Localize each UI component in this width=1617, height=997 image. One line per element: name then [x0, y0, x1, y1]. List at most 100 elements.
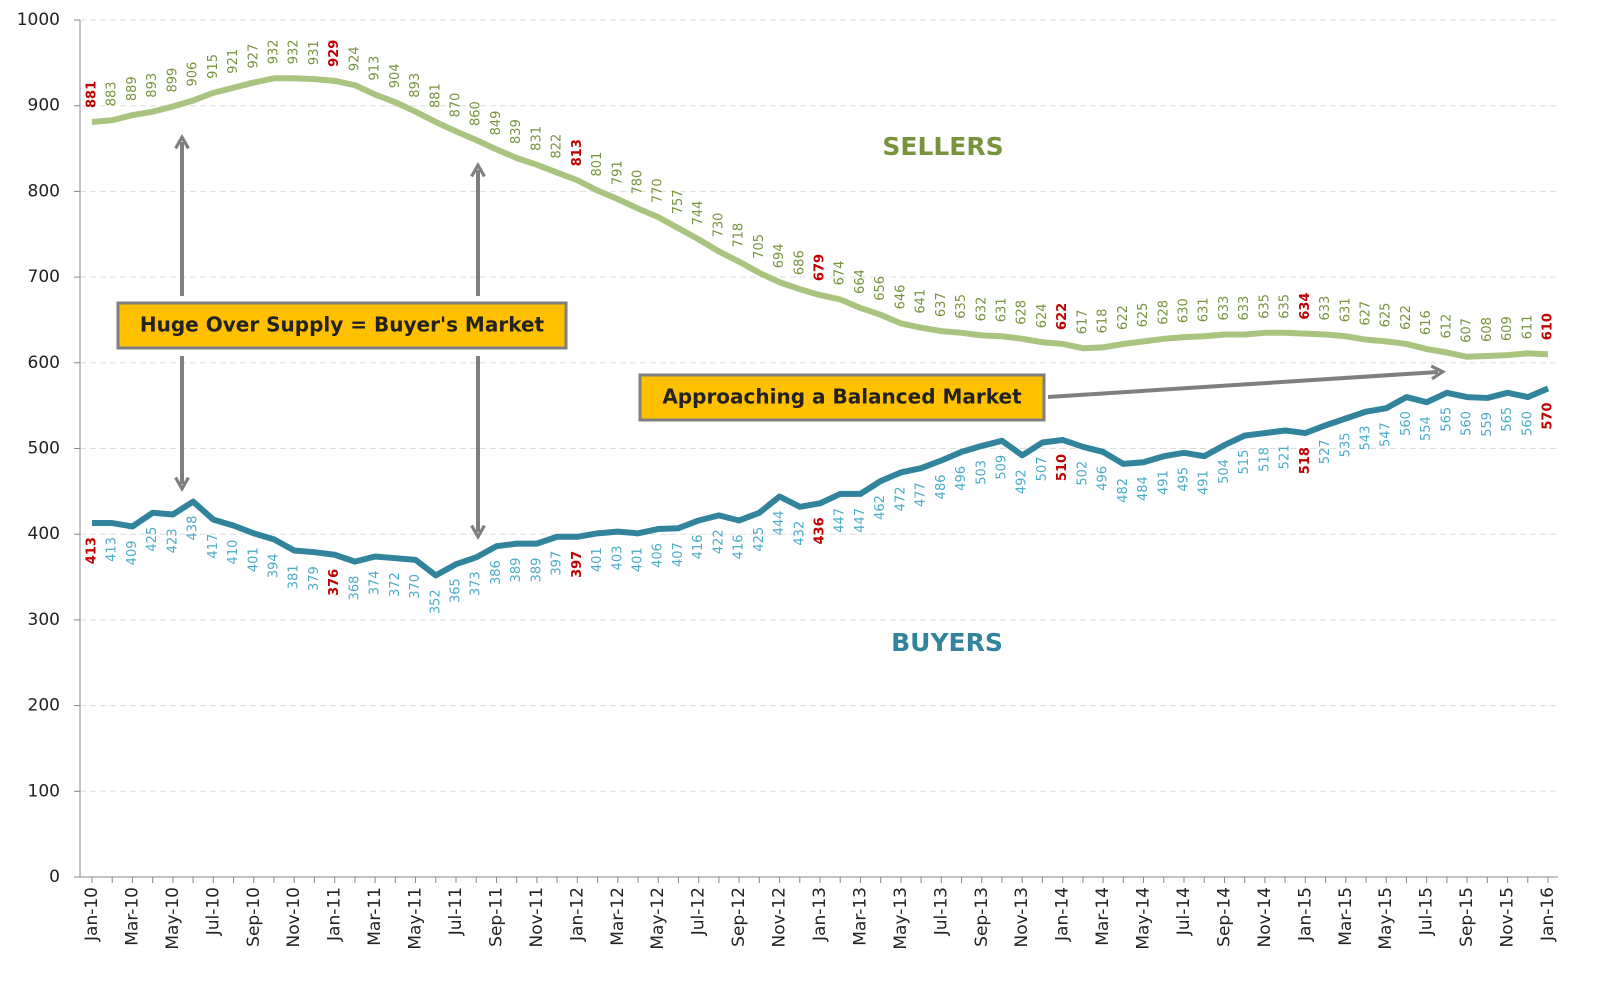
data-label: 632: [974, 297, 989, 322]
x-tick-label: Jan-16: [1538, 887, 1558, 942]
data-label: 425: [752, 527, 767, 552]
data-label: 617: [1075, 309, 1090, 334]
data-label: 757: [671, 189, 686, 214]
data-label: 503: [974, 460, 989, 485]
x-tick-label: Jul-10: [203, 887, 223, 936]
y-tick-label: 800: [28, 181, 60, 201]
data-label: 401: [631, 547, 646, 572]
data-label: 509: [995, 455, 1010, 480]
x-tick-label: May-11: [406, 887, 426, 950]
data-label: 436: [813, 517, 828, 544]
data-label: 694: [772, 243, 787, 268]
data-label: 447: [833, 508, 848, 533]
data-label: 913: [368, 56, 383, 81]
x-tick-label: Sep-14: [1214, 887, 1234, 947]
data-label: 379: [307, 566, 322, 591]
data-label: 543: [1359, 426, 1374, 451]
data-label: 822: [550, 134, 565, 159]
data-label: 622: [1116, 305, 1131, 330]
data-label: 495: [1177, 467, 1192, 492]
data-label: 397: [550, 551, 565, 576]
data-label: 932: [287, 39, 302, 64]
data-label: 624: [1035, 303, 1050, 328]
data-label: 610: [1541, 313, 1556, 340]
data-label: 929: [327, 40, 342, 67]
data-label: 634: [1298, 293, 1313, 320]
data-label: 521: [1278, 445, 1293, 470]
data-label: 365: [449, 578, 464, 603]
data-label: 432: [792, 521, 807, 546]
data-label: 482: [1116, 478, 1131, 503]
data-label: 921: [226, 49, 241, 74]
data-label: 770: [651, 178, 666, 203]
series-name: SELLERS: [882, 132, 1003, 161]
data-label: 883: [105, 81, 120, 106]
data-label: 386: [489, 560, 504, 585]
data-label: 374: [368, 570, 383, 595]
data-label: 477: [914, 482, 929, 507]
data-label: 631: [1197, 297, 1212, 322]
y-tick-label: 700: [28, 267, 60, 287]
data-label: 535: [1338, 433, 1353, 458]
data-label: 409: [125, 540, 140, 565]
data-label: 718: [732, 223, 747, 248]
data-label: 373: [469, 571, 484, 596]
y-tick-label: 900: [28, 96, 60, 116]
data-label: 425: [145, 527, 160, 552]
data-label: 403: [610, 546, 625, 571]
data-label: 496: [954, 466, 969, 491]
y-tick-label: 200: [28, 696, 60, 716]
data-label: 881: [428, 83, 443, 108]
data-label: 381: [287, 564, 302, 589]
data-label: 932: [267, 39, 282, 64]
data-label: 628: [1015, 300, 1030, 325]
data-label: 394: [267, 553, 282, 578]
data-label: 664: [853, 269, 868, 294]
x-tick-label: Sep-10: [244, 887, 264, 947]
data-label: 625: [1379, 303, 1394, 328]
data-label: 438: [186, 516, 201, 541]
data-label: 637: [934, 292, 949, 317]
data-label: 646: [893, 285, 908, 310]
callout-box: [116, 301, 568, 350]
data-label: 870: [449, 93, 464, 118]
x-tick-label: Jul-13: [931, 887, 951, 936]
data-label: 893: [408, 73, 423, 98]
x-tick-label: Jan-14: [1053, 887, 1073, 942]
data-label: 496: [1096, 466, 1111, 491]
data-label: 462: [873, 495, 888, 520]
data-label: 502: [1075, 461, 1090, 486]
data-label: 416: [691, 534, 706, 559]
data-label: 839: [509, 119, 524, 144]
data-label: 560: [1460, 411, 1475, 436]
y-tick-label: 500: [28, 439, 60, 459]
data-label: 491: [1156, 470, 1171, 495]
data-label: 518: [1298, 447, 1313, 474]
x-tick-label: Sep-12: [729, 887, 749, 947]
series-name: BUYERS: [891, 628, 1003, 657]
series-line: [92, 385, 1550, 579]
data-label: 641: [914, 289, 929, 314]
x-tick-label: May-14: [1134, 887, 1154, 950]
y-tick-label: 0: [49, 867, 60, 887]
data-label: 924: [347, 46, 362, 71]
data-label: 906: [186, 62, 201, 87]
data-label: 915: [206, 54, 221, 79]
data-label: 547: [1379, 422, 1394, 447]
data-label: 423: [165, 528, 180, 553]
data-label: 631: [995, 297, 1010, 322]
data-label: 372: [388, 572, 403, 597]
x-tick-label: Nov-12: [770, 887, 790, 948]
data-label: 560: [1399, 411, 1414, 436]
data-label: 515: [1237, 450, 1252, 475]
data-label: 352: [428, 589, 443, 614]
data-label: 401: [246, 547, 261, 572]
callout-text: Huge Over Supply = Buyer's Market: [140, 313, 545, 337]
data-label: 618: [1096, 309, 1111, 334]
x-tick-label: Jul-15: [1417, 887, 1437, 936]
data-label: 635: [1278, 294, 1293, 319]
x-tick-label: Nov-13: [1012, 887, 1032, 948]
data-label: 608: [1480, 317, 1495, 342]
y-tick-label: 300: [28, 610, 60, 630]
data-label: 679: [813, 254, 828, 281]
